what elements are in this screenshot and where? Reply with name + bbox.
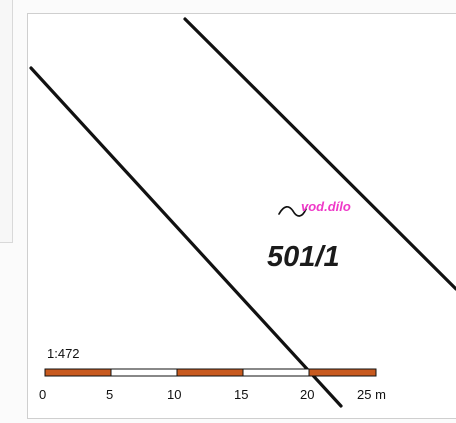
scale-segment-1 [44,368,112,377]
scale-segment-3 [176,368,244,377]
feature-label: vod.dílo [301,199,351,214]
scale-tick-25: 25 m [357,387,386,402]
scale-bar [44,368,377,377]
scale-tick-5: 5 [106,387,113,402]
left-panel-edge [0,0,13,243]
parcel-boundary-left [29,66,343,408]
scale-label: 1:472 [47,346,80,361]
scale-segment-2 [110,368,178,377]
scale-segment-4 [242,368,310,377]
scale-tick-10: 10 [167,387,181,402]
water-work-symbol-icon [278,206,307,217]
parcel-number: 501/1 [267,241,340,273]
scale-segment-5 [308,368,377,377]
parcel-boundary-right [183,17,456,291]
scale-tick-0: 0 [39,387,46,402]
scale-tick-15: 15 [234,387,248,402]
scale-tick-20: 20 [300,387,314,402]
